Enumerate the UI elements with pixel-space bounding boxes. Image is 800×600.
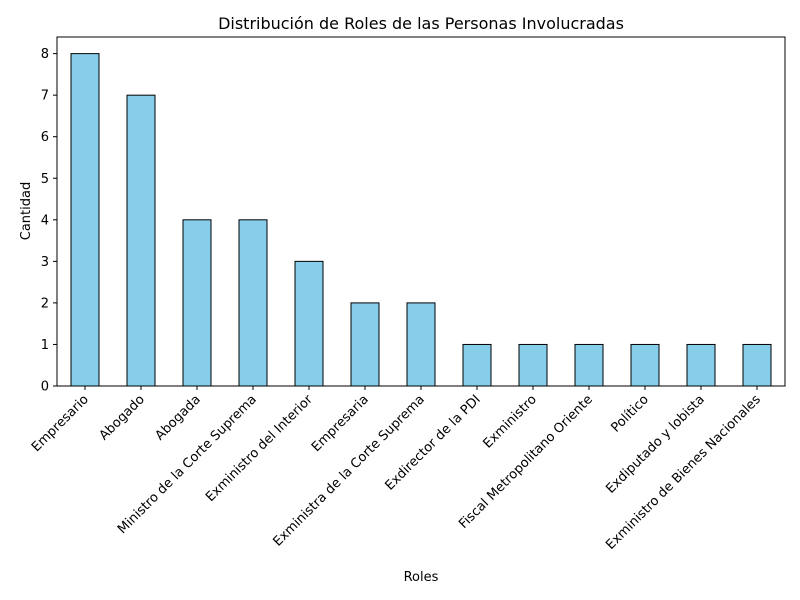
y-tick-label: 3 [41,255,49,270]
y-axis-label: Cantidad [19,182,34,240]
y-tick-label: 1 [41,338,49,353]
x-axis-label: Roles [404,570,439,585]
bar [630,343,660,387]
x-tick-label: Exdiputado y lobista [603,392,707,496]
plot-area-frame [56,36,786,387]
x-tick-label: Exdirector de la PDI [383,392,484,493]
y-tick-label: 5 [41,172,49,187]
x-tick-label: Exministro del Interior [203,392,316,505]
bar [406,302,436,387]
bar [70,53,100,387]
x-tick-label: Abogado [97,392,148,443]
bar [126,94,156,387]
y-tick-label: 0 [41,380,49,395]
y-axis: 0 1 2 3 4 5 6 7 8 [41,47,57,395]
chart-title: Distribución de Roles de las Personas In… [218,14,624,33]
x-tick-label: Abogada [153,392,204,443]
bar [182,219,212,387]
x-tick-label: Exministro [480,392,539,451]
bar [462,343,492,387]
bar [686,343,716,387]
y-tick-label: 7 [41,89,49,104]
y-tick-label: 8 [41,47,49,62]
bar [350,302,380,387]
y-tick-label: 2 [41,296,49,311]
bar [238,219,268,387]
x-tick-label: Empresaria [309,392,372,455]
y-tick-label: 4 [41,213,49,228]
x-tick-label: Político [608,392,651,435]
bar [574,343,604,387]
x-tick-label: Empresario [29,392,92,455]
bar [294,260,324,387]
bars [70,53,772,387]
y-tick-label: 6 [41,130,49,145]
bar [742,343,772,387]
bar [518,343,548,387]
